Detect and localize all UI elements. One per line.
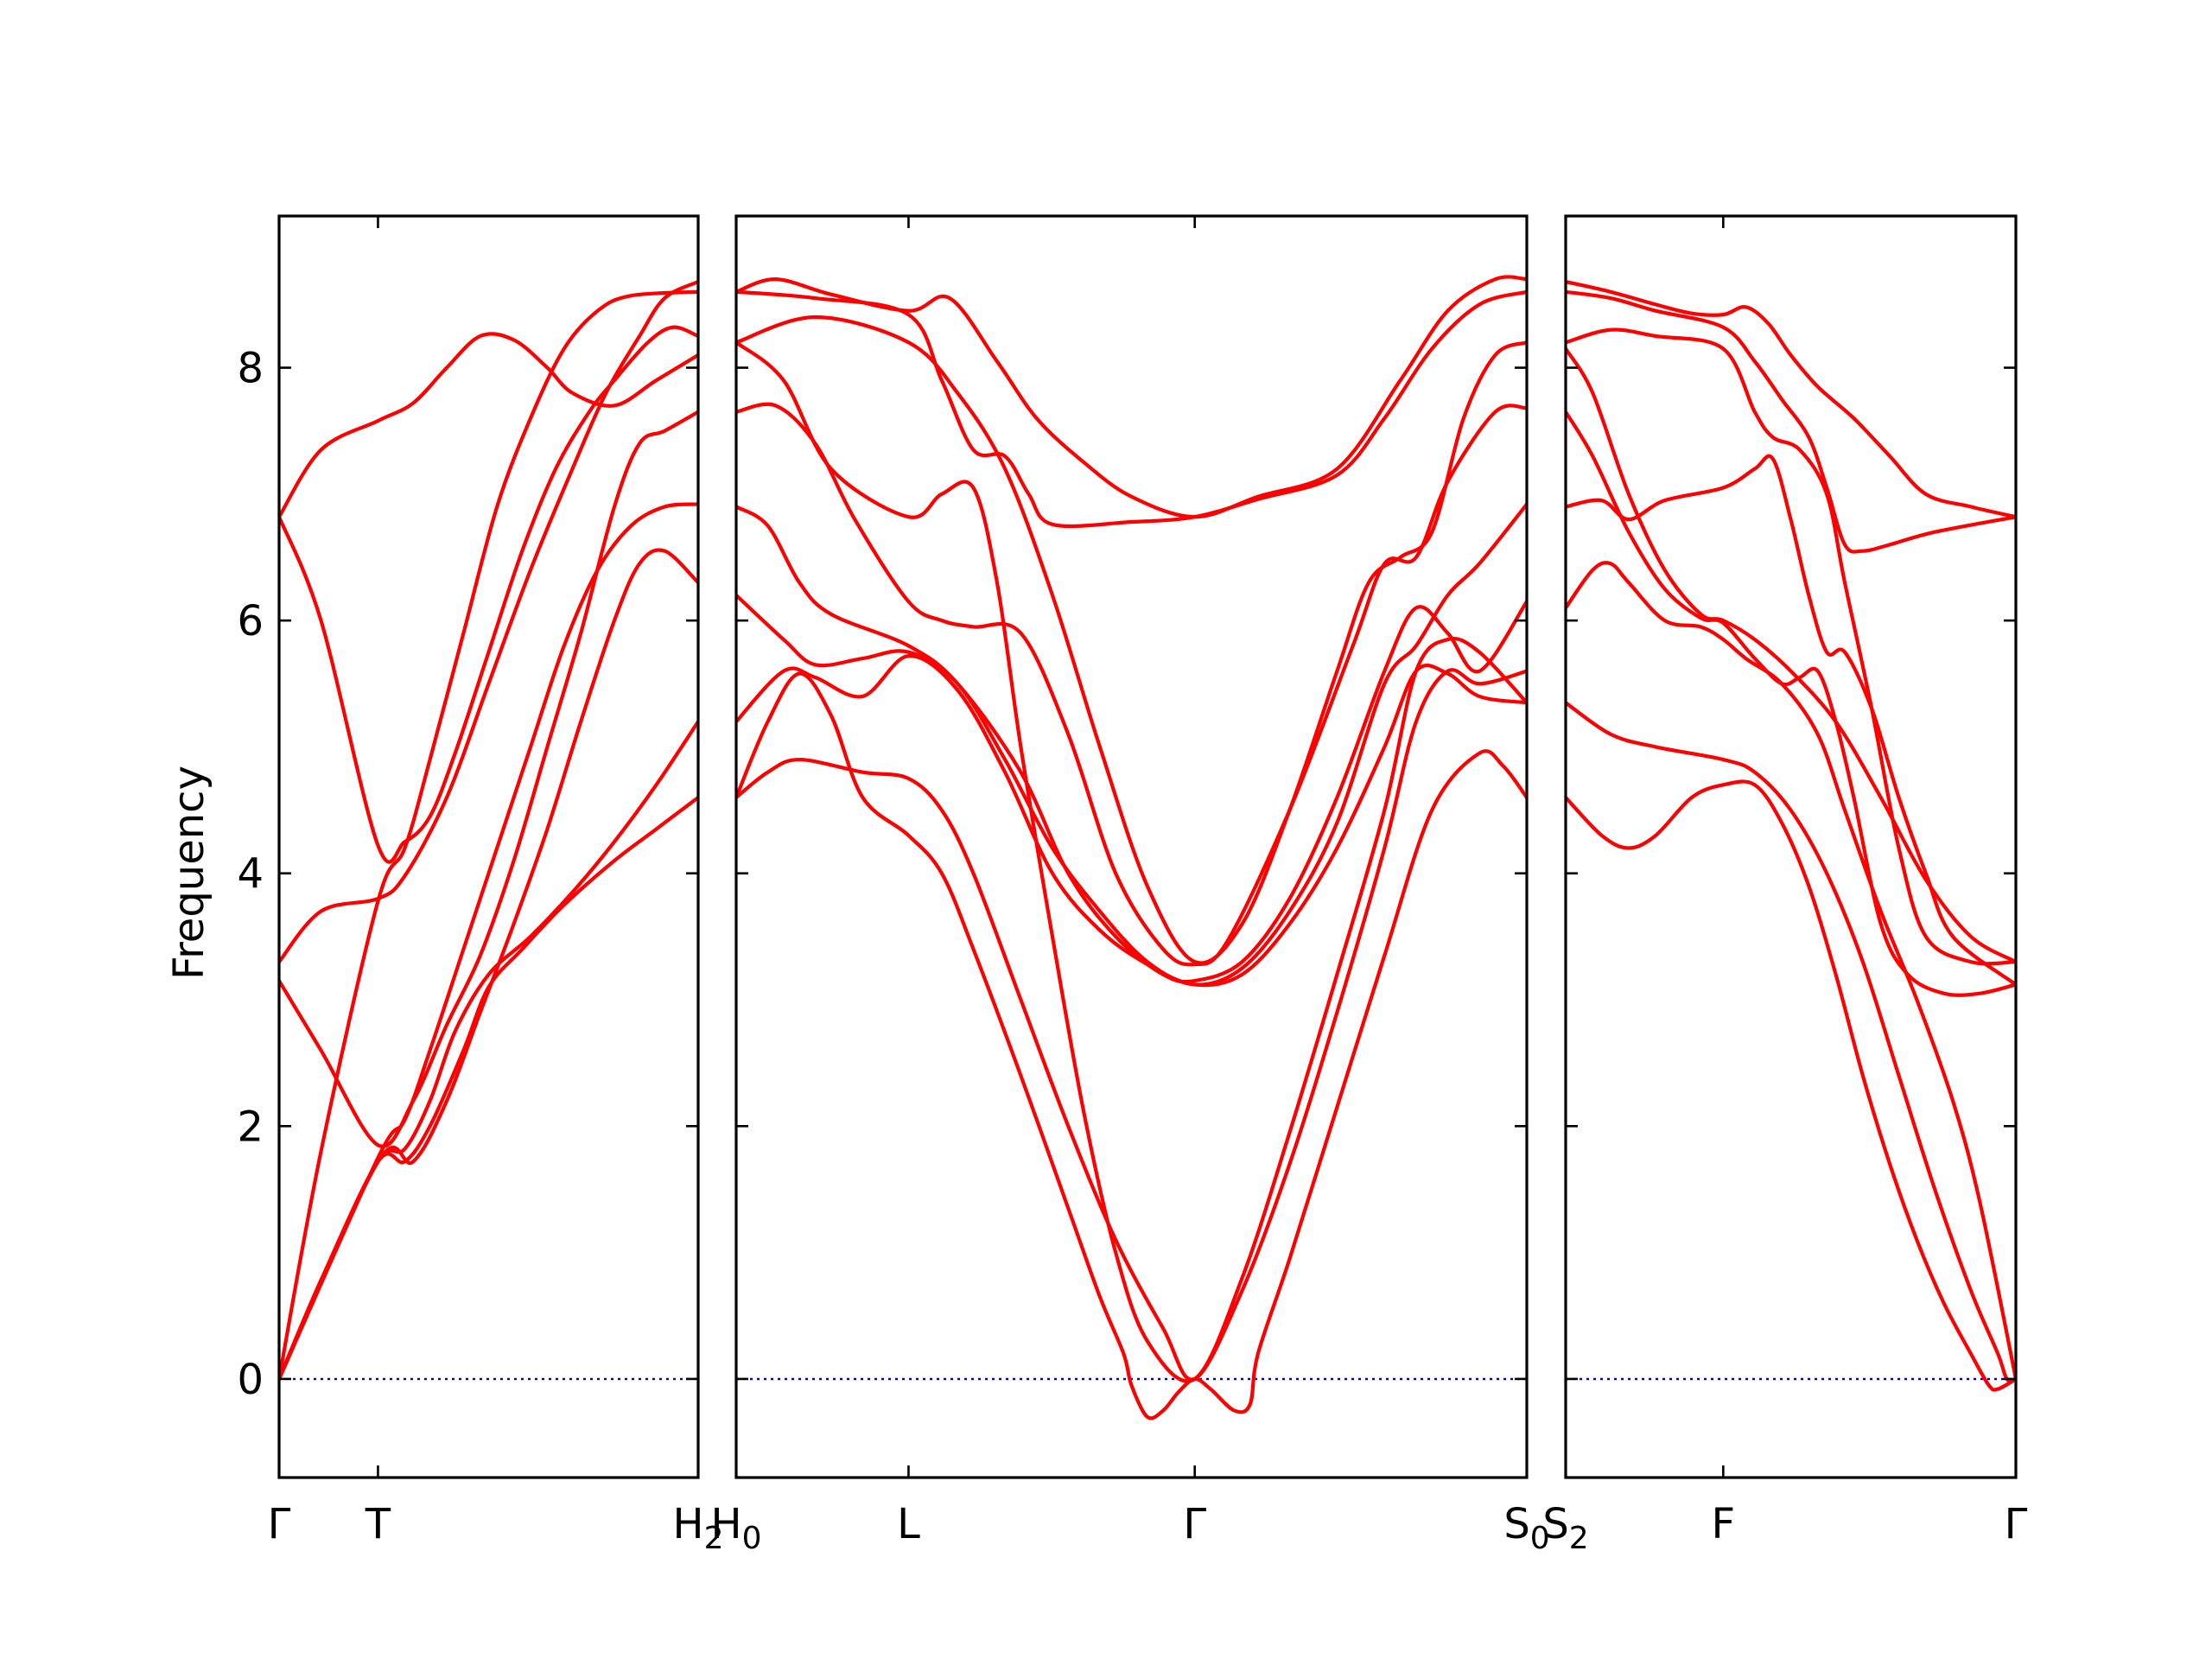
x-tick-label: Γ bbox=[1183, 1500, 1206, 1548]
band-line-3-8 bbox=[1566, 701, 2016, 1383]
x-tick-label: L bbox=[897, 1500, 920, 1548]
x-tick-label: S2 bbox=[1542, 1500, 1588, 1556]
band-line-1-9 bbox=[279, 795, 698, 1381]
x-tick-label: H0 bbox=[711, 1500, 762, 1556]
y-tick-label: 2 bbox=[237, 1103, 264, 1151]
band-line-3-5 bbox=[1566, 410, 2016, 997]
y-tick-label: 6 bbox=[237, 597, 264, 645]
y-axis: 0 2 4 6 8 bbox=[237, 345, 264, 1404]
band-line-2-5 bbox=[736, 402, 1527, 967]
band-line-3-3 bbox=[1566, 327, 2016, 966]
band-line-1-7 bbox=[279, 502, 698, 1381]
band-line-2-8 bbox=[736, 653, 1527, 988]
x-tick-label: S0 bbox=[1503, 1500, 1549, 1556]
x-tick-label: F bbox=[1712, 1500, 1736, 1548]
panel-frame bbox=[734, 214, 1529, 1479]
band-line-1-6 bbox=[279, 289, 698, 1381]
x-tick-label: Γ bbox=[2005, 1500, 2028, 1548]
band-line-1-1 bbox=[279, 325, 698, 864]
x-tick-label: H2 bbox=[673, 1500, 724, 1556]
x-tick-label: T bbox=[365, 1500, 391, 1548]
y-tick-label: 8 bbox=[237, 345, 264, 393]
band-line-3-2 bbox=[1566, 289, 2016, 554]
band-group bbox=[1566, 279, 2016, 1392]
band-line-1-4 bbox=[279, 410, 698, 1148]
band-line-3-1 bbox=[1566, 279, 2016, 519]
y-tick-label: 0 bbox=[237, 1356, 264, 1404]
panel-frame bbox=[1564, 214, 2018, 1479]
band-line-3-4 bbox=[1566, 346, 2016, 964]
band-line-2-2 bbox=[736, 289, 1527, 529]
band-line-1-5 bbox=[279, 548, 698, 1381]
panel-3: S2 F Γ bbox=[1542, 214, 2028, 1556]
y-axis-label: Frequency bbox=[165, 766, 213, 980]
panel-frame bbox=[277, 214, 700, 1479]
band-line-1-2 bbox=[279, 332, 698, 519]
panel-2: H0 L Γ S0 bbox=[711, 214, 1550, 1556]
band-line-2-4 bbox=[736, 340, 1527, 1383]
band-line-2-3 bbox=[736, 315, 1527, 965]
y-tick-label: 4 bbox=[237, 850, 264, 899]
band-line-2-1 bbox=[736, 275, 1527, 519]
band-line-2-10 bbox=[736, 668, 1527, 1382]
band-line-3-9 bbox=[1566, 779, 2016, 1392]
band-line-2-9 bbox=[736, 671, 1527, 1421]
band-group bbox=[279, 279, 698, 1381]
x-tick-label: Γ bbox=[268, 1500, 291, 1548]
panel-1: Γ T H2 bbox=[268, 214, 724, 1556]
band-group bbox=[736, 275, 1527, 1421]
band-line-3-6 bbox=[1566, 454, 2016, 987]
band-line-1-3 bbox=[279, 279, 698, 964]
band-line-3-7 bbox=[1566, 561, 2016, 1381]
